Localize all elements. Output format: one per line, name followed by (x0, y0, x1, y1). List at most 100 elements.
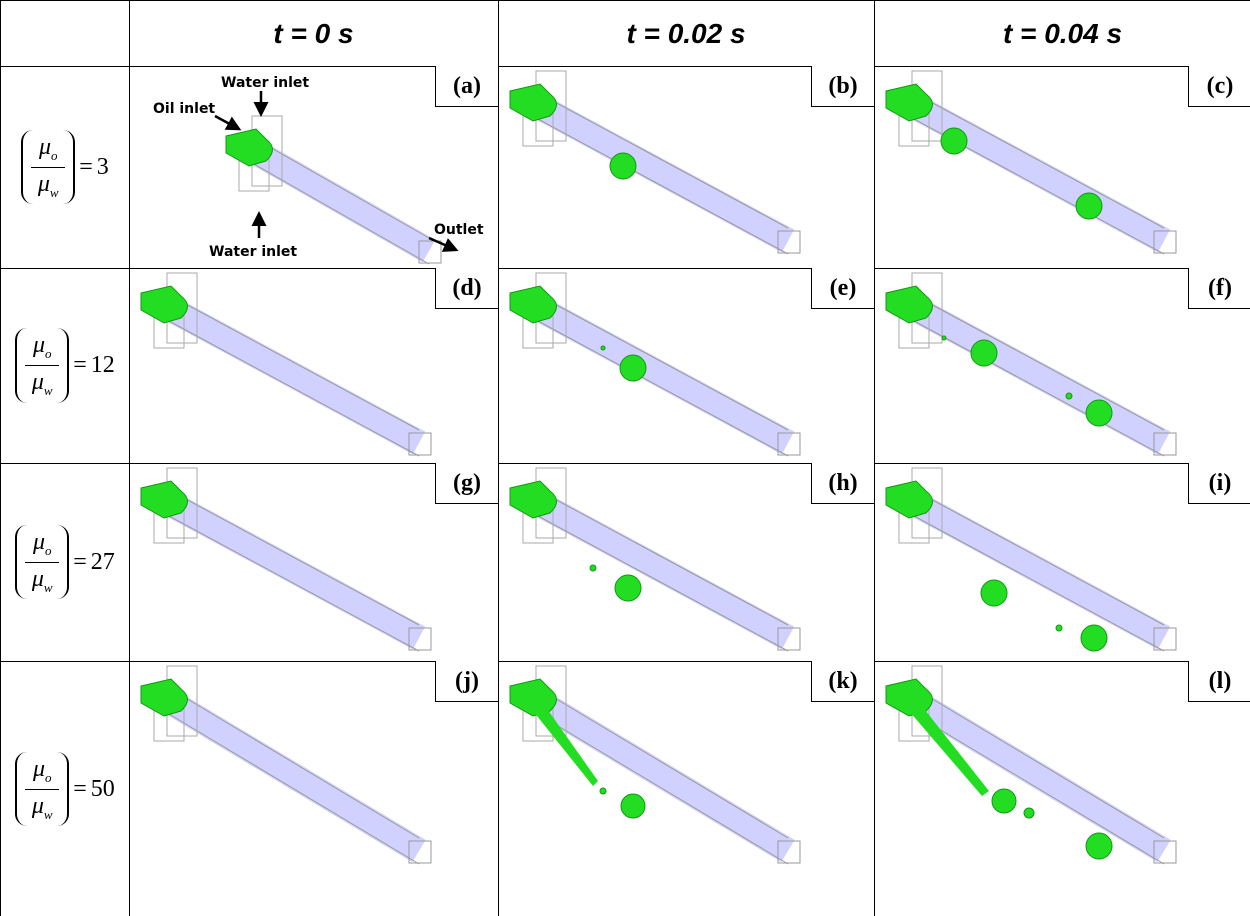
panel-label: (g) (435, 463, 498, 504)
panel: (l) (874, 661, 1250, 916)
subscript: w (44, 806, 53, 821)
channel-edge (538, 516, 788, 651)
channel-edge (538, 93, 788, 228)
channel (510, 666, 800, 864)
ratio: μoμ w (15, 525, 69, 600)
ratio: μoμw (15, 752, 69, 827)
panel: (c) (874, 66, 1250, 269)
droplet (1076, 193, 1102, 219)
column-header: t = 0 s (129, 1, 499, 67)
header-text: t = 0.04 s (1003, 18, 1122, 50)
channel-body (538, 701, 788, 851)
droplet (601, 346, 605, 350)
channel-edge (538, 295, 788, 430)
equals: = (73, 549, 87, 576)
subscript: w (44, 383, 53, 398)
denominator: μw (32, 793, 53, 823)
panel-label: (j) (435, 661, 498, 702)
mu: μ (39, 134, 51, 160)
fraction-bar (25, 562, 59, 563)
droplet (981, 580, 1007, 606)
panel: (h) (498, 463, 875, 662)
numerator: μo (33, 529, 52, 559)
panel: (i) (874, 463, 1250, 662)
channel-edge (914, 516, 1164, 651)
droplet (1081, 625, 1107, 651)
channel (141, 666, 431, 864)
panel: (k) (498, 661, 875, 916)
arrow (215, 116, 237, 128)
panel-label: (a) (435, 66, 498, 107)
droplet (600, 788, 606, 794)
panel: (d) (129, 268, 499, 464)
numerator: μo (39, 134, 58, 164)
panel-label: (f) (1188, 268, 1250, 309)
channel-body (169, 503, 419, 638)
channel-edge (914, 321, 1164, 456)
channel (886, 273, 1176, 456)
channel-body (914, 106, 1164, 241)
panel-label: (d) (435, 268, 498, 309)
channel-edge (914, 688, 1164, 838)
channel-edge (538, 490, 788, 625)
annotation: Oil inlet (153, 101, 215, 117)
channel-body (169, 701, 419, 851)
panel-label: (l) (1188, 661, 1250, 702)
droplet (590, 565, 596, 571)
ratio: μoμw (15, 328, 69, 403)
subscript: o (45, 346, 52, 361)
header-text: t = 0 s (273, 18, 353, 50)
channel-edge (538, 119, 788, 254)
panel: (e) (498, 268, 875, 464)
ratio-value: 50 (91, 776, 115, 803)
panel: (j) (129, 661, 499, 916)
channel-body (914, 701, 1164, 851)
oil-plug (226, 129, 273, 166)
oil-plug (141, 286, 188, 323)
channel (141, 273, 431, 456)
subscript: o (45, 543, 52, 558)
column-header: t = 0.02 s (498, 1, 875, 67)
equals: = (73, 776, 87, 803)
droplet (621, 794, 645, 818)
channel-edge (169, 295, 419, 430)
column-header: t = 0.04 s (874, 1, 1250, 67)
droplet (620, 355, 646, 381)
channel-body (538, 503, 788, 638)
channel (510, 71, 800, 254)
channel-body (538, 308, 788, 443)
subscript: w (44, 579, 53, 594)
oil-plug (141, 679, 188, 716)
droplet (971, 340, 997, 366)
subscript: w (50, 184, 59, 199)
fraction-bar (25, 789, 59, 790)
numerator: μo (33, 332, 52, 362)
mu: μ (38, 171, 50, 197)
droplet (1056, 625, 1062, 631)
channel-body (538, 106, 788, 241)
channel-edge (254, 138, 429, 238)
annotation: Outlet (434, 222, 484, 238)
channel (510, 468, 800, 651)
channel (886, 666, 1176, 864)
ratio-value: 12 (91, 352, 115, 379)
channel (141, 468, 431, 651)
numerator: μo (33, 756, 52, 786)
droplet (942, 336, 946, 340)
channel-edge (169, 688, 419, 838)
panel-label: (i) (1188, 463, 1250, 504)
subscript: o (45, 770, 52, 785)
annotation: Water inlet (209, 244, 297, 260)
row-label: μoμw=27 (1, 463, 130, 662)
channel-edge (914, 93, 1164, 228)
header-text: t = 0.02 s (626, 18, 745, 50)
mu: μ (33, 529, 45, 555)
oil-plug (510, 286, 557, 323)
channel-edge (538, 321, 788, 456)
fraction-bar (31, 167, 65, 168)
droplet (992, 789, 1016, 813)
mu: μ (33, 756, 45, 782)
